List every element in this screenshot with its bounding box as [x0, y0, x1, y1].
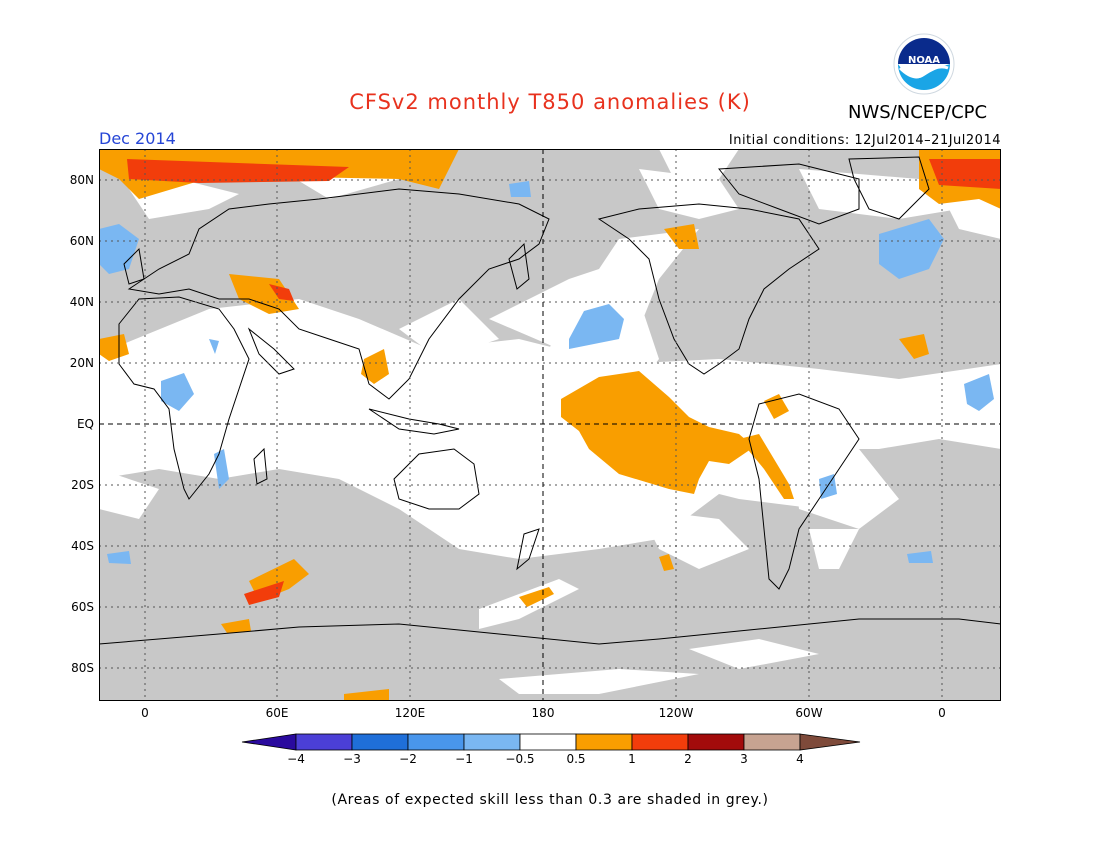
lon-label-0-left: 0: [141, 706, 149, 720]
colorbar-bin: [631, 733, 689, 751]
lat-lon-grid: [99, 149, 1001, 701]
noaa-logo: NOAA: [893, 33, 955, 95]
forecast-month: Dec 2014: [99, 129, 176, 148]
colorbar-bin: [407, 733, 465, 751]
colorbar-label: −4: [287, 752, 305, 766]
lon-label-120e: 120E: [394, 706, 426, 720]
anomaly-map: [99, 149, 1001, 701]
colorbar-label: −0.5: [505, 752, 535, 766]
colorbar-label: 1: [628, 752, 636, 766]
colorbar-label: 0.5: [566, 752, 586, 766]
lon-label-0-right: 0: [938, 706, 946, 720]
lon-label-60e: 60E: [265, 706, 289, 720]
lat-label-40n: 40N: [69, 295, 94, 309]
map-frame: [99, 149, 1001, 701]
colorbar-bin: [463, 733, 521, 751]
colorbar-bin: [351, 733, 409, 751]
colorbar-arrow-high: [799, 733, 861, 751]
lat-label-60s: 60S: [71, 600, 94, 614]
lon-label-120w: 120W: [658, 706, 694, 720]
lat-label-40s: 40S: [71, 539, 94, 553]
initial-conditions: Initial conditions: 12Jul2014–21Jul2014: [728, 133, 1001, 148]
noaa-logo-text: NOAA: [908, 55, 940, 66]
colorbar-label: −2: [399, 752, 417, 766]
lat-label-60n: 60N: [69, 234, 94, 248]
colorbar-arrow-low: [241, 733, 297, 751]
agency-label: NWS/NCEP/CPC: [848, 102, 988, 123]
coastlines: [99, 156, 1001, 645]
colorbar-label: 4: [796, 752, 804, 766]
lat-label-80n: 80N: [69, 173, 94, 187]
lon-label-180: 180: [531, 706, 555, 720]
colorbar-label: −3: [343, 752, 361, 766]
colorbar-label: −1: [455, 752, 473, 766]
lat-label-20s: 20S: [71, 478, 94, 492]
cold-anomalies: [99, 181, 994, 564]
colorbar-bin: [295, 733, 353, 751]
colorbar: [241, 733, 861, 751]
lat-label-20n: 20N: [69, 356, 94, 370]
chart-title: CFSv2 monthly T850 anomalies (K): [349, 90, 751, 114]
reference-lines: [99, 149, 1001, 701]
colorbar-label: 2: [684, 752, 692, 766]
warm-anomalies: [99, 149, 1001, 701]
lat-label-80s: 80S: [71, 661, 94, 675]
colorbar-label: 3: [740, 752, 748, 766]
lat-label-eq: EQ: [76, 417, 94, 431]
colorbar-bin: [687, 733, 745, 751]
colorbar-bin: [575, 733, 633, 751]
footnote: (Areas of expected skill less than 0.3 a…: [331, 792, 769, 808]
lon-label-60w: 60W: [795, 706, 823, 720]
colorbar-bin: [743, 733, 801, 751]
colorbar-bin: [519, 733, 577, 751]
